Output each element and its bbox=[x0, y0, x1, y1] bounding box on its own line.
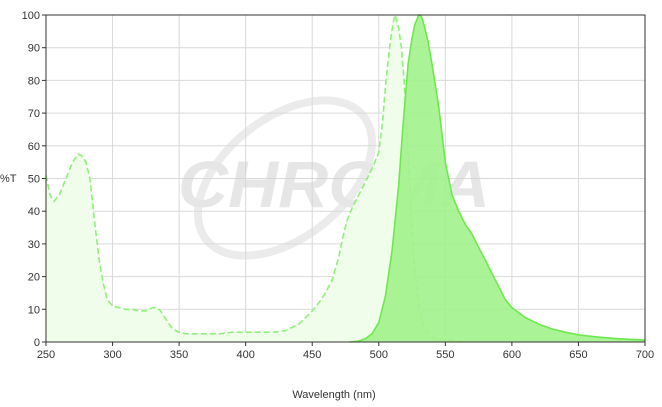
x-axis-ticks: 250 300 350 400 450 500 550 600 650 700 bbox=[37, 342, 654, 361]
excitation-spectrum-area bbox=[46, 15, 472, 342]
x-axis-title: Wavelength (nm) bbox=[292, 389, 375, 401]
y-tick-label: 10 bbox=[28, 304, 40, 316]
emission-spectrum-line bbox=[349, 14, 646, 343]
emission-spectrum-area bbox=[349, 15, 645, 342]
y-tick-label: 100 bbox=[22, 10, 40, 22]
x-tick-label: 450 bbox=[303, 349, 321, 361]
x-tick-label: 400 bbox=[236, 349, 254, 361]
x-tick-label: 250 bbox=[37, 349, 55, 361]
y-tick-label: 40 bbox=[28, 206, 40, 218]
y-tick-label: 50 bbox=[28, 174, 40, 186]
y-tick-label: 30 bbox=[28, 239, 40, 251]
watermark-swoosh bbox=[193, 96, 377, 260]
x-tick-label: 500 bbox=[370, 349, 388, 361]
y-tick-label: 0 bbox=[34, 337, 40, 349]
y-tick-label: 20 bbox=[28, 272, 40, 284]
y-tick-label: 70 bbox=[28, 108, 40, 120]
x-tick-label: 700 bbox=[636, 349, 654, 361]
y-axis-title: %T bbox=[0, 173, 17, 185]
y-tick-label: 60 bbox=[28, 141, 40, 153]
y-axis-ticks: 0 10 20 30 40 50 60 70 80 90 100 bbox=[22, 10, 46, 349]
x-tick-label: 300 bbox=[103, 349, 121, 361]
x-tick-label: 650 bbox=[569, 349, 587, 361]
y-tick-label: 90 bbox=[28, 43, 40, 55]
x-tick-label: 600 bbox=[503, 349, 521, 361]
series-layer bbox=[45, 12, 646, 343]
x-tick-label: 550 bbox=[436, 349, 454, 361]
x-tick-label: 350 bbox=[170, 349, 188, 361]
y-tick-label: 80 bbox=[28, 75, 40, 87]
